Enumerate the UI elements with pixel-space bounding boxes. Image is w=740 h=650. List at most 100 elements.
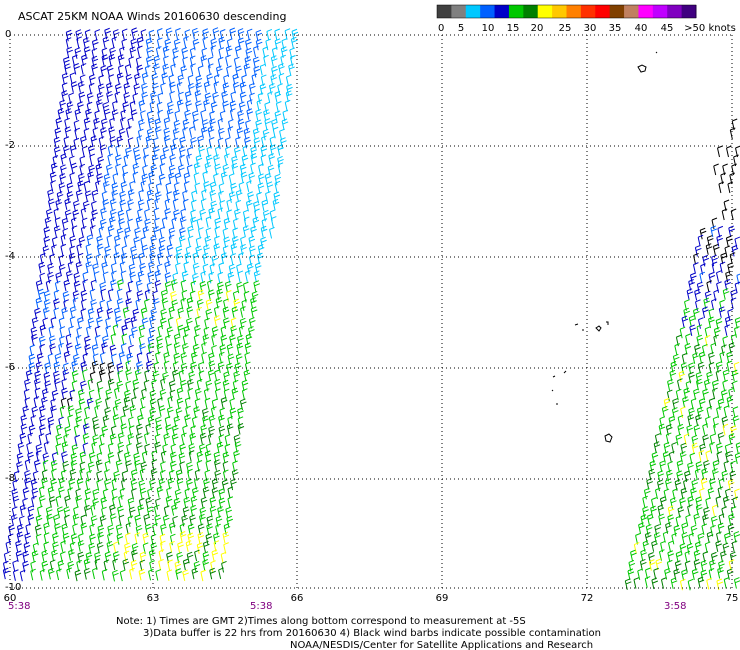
wind-barb <box>77 389 85 401</box>
wind-barb <box>185 100 192 112</box>
wind-barb <box>160 308 167 321</box>
wind-barb <box>125 146 132 159</box>
wind-barb <box>138 324 146 337</box>
wind-barb <box>220 551 227 564</box>
wind-barb <box>695 371 703 384</box>
wind-barb <box>223 542 229 554</box>
wind-barb <box>102 36 110 49</box>
wind-barb <box>121 28 128 41</box>
wind-barb <box>84 497 91 510</box>
wind-barb <box>154 191 162 203</box>
wind-barb <box>168 74 175 87</box>
wind-barb <box>734 326 740 338</box>
wind-barb <box>77 540 85 552</box>
wind-barb <box>687 504 693 516</box>
wind-barb <box>255 119 262 132</box>
wind-barb <box>161 216 168 229</box>
wind-barb <box>114 234 121 247</box>
wind-barb <box>192 110 199 122</box>
wind-barb <box>668 540 674 553</box>
wind-barb <box>193 162 201 174</box>
wind-barb <box>101 425 109 438</box>
x-tick-label: 75 <box>726 593 739 604</box>
wind-barb <box>175 568 182 580</box>
wind-barb <box>134 227 141 239</box>
wind-barb <box>75 488 82 500</box>
wind-barb <box>33 396 40 408</box>
wind-barb <box>214 378 221 391</box>
wind-barb <box>91 441 97 454</box>
wind-barb <box>117 279 124 291</box>
wind-barb <box>648 559 656 571</box>
wind-barb <box>222 531 230 544</box>
wind-barb <box>713 423 719 435</box>
wind-barb <box>53 307 60 320</box>
wind-barb <box>699 443 706 456</box>
wind-barb <box>687 461 694 474</box>
wind-barb <box>107 361 115 374</box>
wind-barb <box>730 460 736 473</box>
wind-barb <box>156 263 163 276</box>
wind-barb <box>72 513 80 526</box>
wind-barb <box>189 126 195 138</box>
wind-barb <box>158 558 164 571</box>
wind-barb <box>161 72 169 84</box>
wind-barb <box>706 577 712 590</box>
wind-barb <box>138 568 146 581</box>
wind-barb <box>191 27 199 40</box>
wind-barb <box>152 298 160 310</box>
wind-barb <box>60 234 67 246</box>
wind-barb <box>107 442 114 455</box>
wind-barb <box>681 522 688 534</box>
wind-barb <box>67 487 73 499</box>
wind-barb <box>222 227 229 240</box>
wind-barb <box>69 306 77 318</box>
wind-barb <box>160 317 167 330</box>
wind-barb <box>48 423 54 435</box>
wind-barb <box>251 291 259 303</box>
wind-barb <box>68 155 75 168</box>
wind-barb <box>730 208 737 221</box>
wind-barb <box>218 36 226 49</box>
wind-barb <box>252 56 260 69</box>
wind-barb <box>683 307 691 320</box>
wind-barb <box>201 351 207 364</box>
wind-barb <box>50 405 57 417</box>
wind-barb <box>209 189 217 202</box>
wind-barb <box>692 308 700 320</box>
wind-barb <box>90 135 98 147</box>
wind-barb <box>274 180 281 193</box>
legend-swatch <box>437 5 452 18</box>
wind-barb <box>220 252 228 264</box>
wind-barb <box>705 450 711 462</box>
wind-barb <box>118 495 124 507</box>
wind-barb <box>227 126 234 138</box>
wind-barb <box>171 217 178 229</box>
wind-barb <box>74 569 82 582</box>
legend-label: 25 <box>559 23 572 34</box>
wind-barb <box>270 216 277 228</box>
wind-barb <box>123 82 131 95</box>
wind-barb <box>102 271 109 284</box>
wind-barb <box>680 487 688 500</box>
wind-barb <box>121 245 128 257</box>
wind-barb <box>715 495 722 508</box>
wind-barb <box>110 333 117 345</box>
wind-barb <box>104 407 111 419</box>
wind-barb <box>145 497 153 509</box>
wind-barb <box>230 243 238 255</box>
wind-barb <box>136 423 143 436</box>
wind-barb <box>711 254 718 267</box>
wind-barb <box>240 306 246 318</box>
wind-barb <box>59 405 66 418</box>
wind-barb <box>175 262 181 275</box>
wind-barb <box>64 63 71 75</box>
x-axis-labels: 60 63 66 69 72 75 <box>4 593 739 604</box>
wind-barb <box>190 351 198 364</box>
wind-barb <box>729 127 736 140</box>
wind-barb <box>715 270 722 282</box>
wind-barb <box>245 119 251 132</box>
wind-barb <box>11 506 18 518</box>
wind-barb <box>97 531 104 544</box>
wind-barb <box>141 72 149 84</box>
